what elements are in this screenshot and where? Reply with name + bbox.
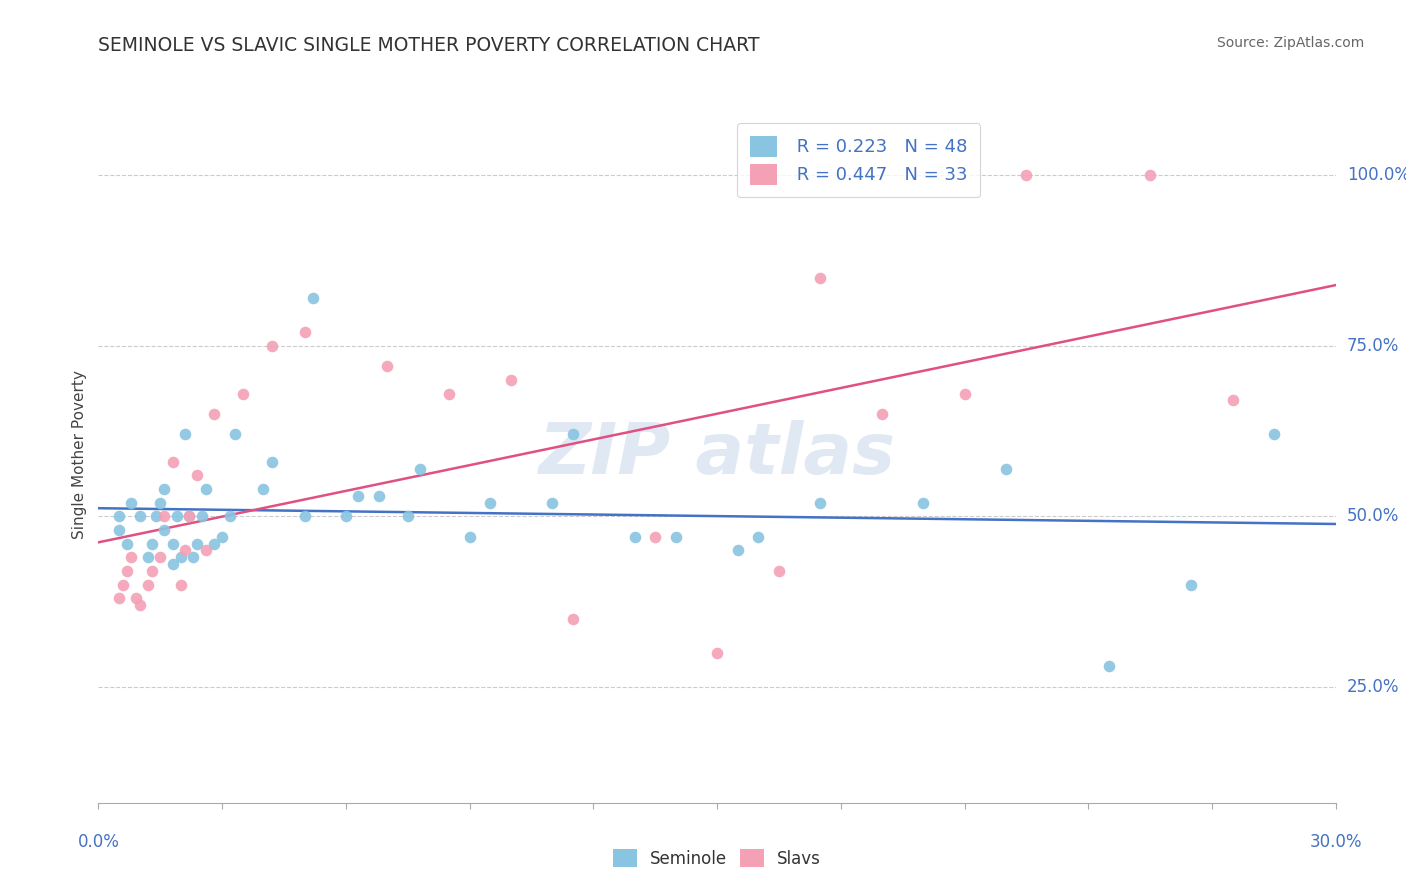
Point [179,509,201,524]
Point [108,509,131,524]
Point [727,543,749,558]
Point [186,468,208,483]
Point [219,509,242,524]
Point [561,427,583,442]
Point [347,489,370,503]
Point [128,509,150,524]
Point [108,523,131,537]
Point [162,536,184,550]
Point [170,550,193,565]
Text: 25.0%: 25.0% [1347,678,1399,696]
Text: 30.0%: 30.0% [1309,833,1362,851]
Point [706,646,728,660]
Text: 75.0%: 75.0% [1347,337,1399,355]
Point [1222,393,1244,408]
Point [141,536,163,550]
Point [561,612,583,626]
Point [190,509,212,524]
Point [179,509,201,524]
Point [120,496,142,510]
Point [153,482,176,496]
Point [128,598,150,612]
Point [136,577,159,591]
Point [294,325,316,339]
Point [623,530,645,544]
Point [747,530,769,544]
Point [458,530,481,544]
Point [260,339,283,353]
Legend: Seminole, Slavs: Seminole, Slavs [606,842,828,874]
Point [1139,168,1161,182]
Point [149,496,172,510]
Point [252,482,274,496]
Point [1015,168,1038,182]
Point [136,550,159,565]
Point [174,427,197,442]
Point [335,509,357,524]
Point [181,550,204,565]
Point [367,489,389,503]
Point [232,386,254,401]
Point [202,536,225,550]
Point [149,550,172,565]
Point [541,496,564,510]
Point [112,577,135,591]
Point [644,530,666,544]
Point [912,496,935,510]
Point [396,509,419,524]
Text: ZIP atlas: ZIP atlas [538,420,896,490]
Point [1180,577,1202,591]
Point [186,536,208,550]
Text: 100.0%: 100.0% [1347,166,1406,185]
Point [117,536,139,550]
Point [260,455,283,469]
Point [870,407,893,421]
Point [162,557,184,571]
Point [120,550,142,565]
Text: 0.0%: 0.0% [77,833,120,851]
Y-axis label: Single Mother Poverty: Single Mother Poverty [72,370,87,540]
Point [808,270,831,285]
Point [174,543,197,558]
Point [202,407,225,421]
Point [153,509,176,524]
Point [194,543,217,558]
Point [224,427,246,442]
Point [294,509,316,524]
Point [211,530,233,544]
Point [499,373,522,387]
Point [141,564,163,578]
Point [1098,659,1121,673]
Point [302,291,325,305]
Point [162,455,184,469]
Point [437,386,460,401]
Point [994,461,1017,475]
Point [375,359,398,374]
Text: 50.0%: 50.0% [1347,508,1399,525]
Text: Source: ZipAtlas.com: Source: ZipAtlas.com [1216,36,1364,50]
Point [145,509,167,524]
Point [108,591,131,606]
Point [768,564,790,578]
Point [117,564,139,578]
Point [808,496,831,510]
Point [170,577,193,591]
Text: SEMINOLE VS SLAVIC SINGLE MOTHER POVERTY CORRELATION CHART: SEMINOLE VS SLAVIC SINGLE MOTHER POVERTY… [98,36,759,54]
Point [409,461,432,475]
Point [153,523,176,537]
Point [665,530,688,544]
Point [953,386,976,401]
Point [166,509,188,524]
Point [124,591,146,606]
Point [194,482,217,496]
Point [479,496,502,510]
Point [1263,427,1285,442]
